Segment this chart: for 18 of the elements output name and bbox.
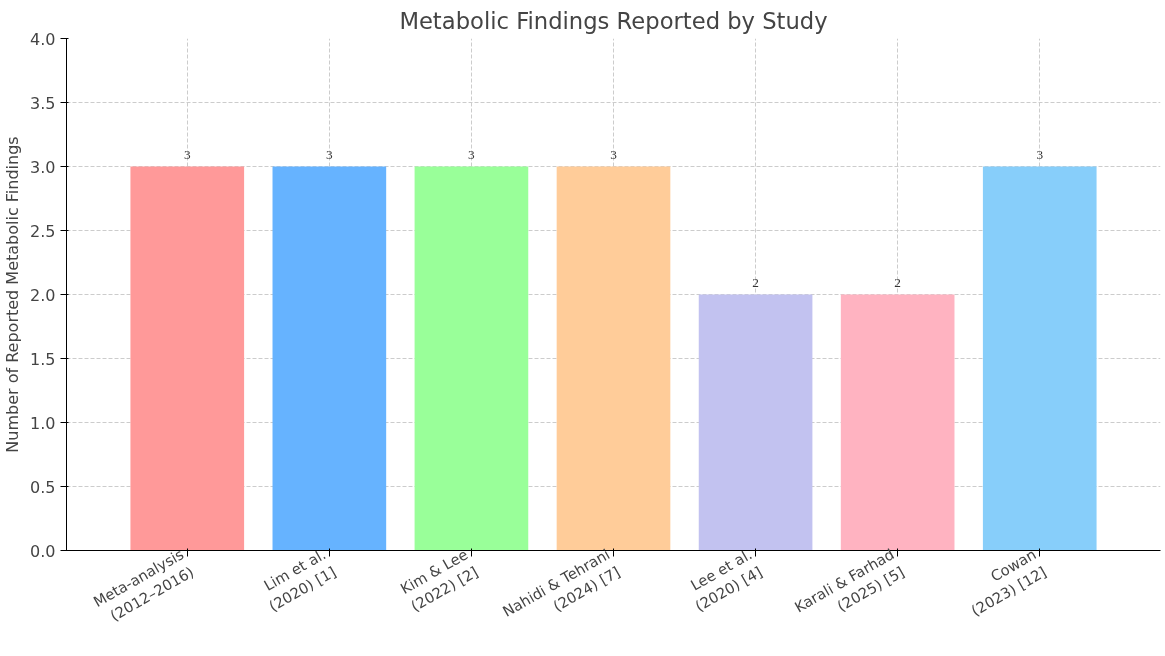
y-tick-label: 2.5	[30, 221, 56, 241]
y-tick-label: 3.5	[30, 93, 56, 113]
y-tick-label: 0.5	[30, 477, 56, 497]
y-tick-label: 0.0	[30, 541, 56, 561]
y-tick-label: 3.0	[30, 157, 56, 177]
y-tick-label: 1.5	[30, 349, 56, 369]
data-label: 3	[326, 146, 334, 162]
data-label: 2	[752, 274, 759, 290]
data-label: 2	[894, 274, 901, 290]
y-axis-title: Number of Reported Metabolic Findings	[3, 136, 23, 453]
data-label: 3	[468, 146, 476, 162]
y-tick-label: 4.0	[30, 29, 56, 49]
data-label: 3	[183, 146, 191, 162]
chart-title: Metabolic Findings Reported by Study	[399, 7, 828, 34]
data-label: 3	[610, 146, 618, 162]
y-tick-label: 2.0	[30, 285, 56, 305]
data-label: 3	[1036, 146, 1044, 162]
y-tick-label: 1.0	[30, 413, 56, 433]
